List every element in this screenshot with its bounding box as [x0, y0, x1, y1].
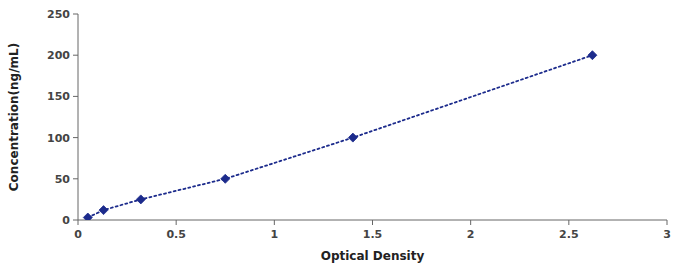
- x-axis-title: Optical Density: [321, 249, 425, 263]
- y-tick: [73, 178, 78, 179]
- x-tick: [667, 220, 668, 225]
- chart-svg: 0 0.5 1 1.5 2 2.5 3 0 50 100 150 200 250 Optical Dens…: [0, 0, 689, 272]
- y-tick: [73, 96, 78, 97]
- y-axis-title: Concentration(ng/mL): [7, 43, 21, 191]
- axes: 0 0.5 1 1.5 2 2.5 3 0 50 100 150 200 250: [47, 8, 671, 241]
- point: [348, 133, 357, 142]
- x-tick: [470, 220, 471, 225]
- x-tick: [568, 220, 569, 225]
- plot-data: [83, 51, 597, 220]
- y-tick: [73, 137, 78, 138]
- chart-container: 0 0.5 1 1.5 2 2.5 3 0 50 100 150 200 250 Optical Dens…: [0, 0, 689, 272]
- x-tick-label: 2.5: [559, 228, 579, 241]
- y-tick-label: 50: [55, 173, 71, 186]
- point: [588, 51, 597, 60]
- y-tick: [73, 14, 78, 15]
- y-axis-line: [78, 14, 79, 220]
- point: [136, 195, 145, 204]
- x-tick: [372, 220, 373, 225]
- point: [99, 206, 108, 215]
- x-tick-label: 1.5: [363, 228, 383, 241]
- x-tick-label: 3: [663, 228, 671, 241]
- y-tick-label: 250: [47, 8, 70, 21]
- y-tick-label: 0: [62, 214, 70, 227]
- y-tick-label: 150: [47, 90, 70, 103]
- x-tick: [78, 220, 79, 225]
- x-tick: [176, 220, 177, 225]
- x-tick: [274, 220, 275, 225]
- point: [221, 174, 230, 183]
- y-tick-label: 200: [47, 49, 70, 62]
- point: [83, 213, 92, 220]
- y-tick-label: 100: [47, 132, 70, 145]
- y-tick: [73, 55, 78, 56]
- x-tick-label: 1: [271, 228, 279, 241]
- line: [88, 55, 593, 217]
- page: {"chart_data": {"type": "line", "x": [0.…: [0, 0, 689, 272]
- x-tick-label: 2: [467, 228, 475, 241]
- x-tick-label: 0.5: [166, 228, 186, 241]
- y-tick: [73, 220, 78, 221]
- x-tick-label: 0: [74, 228, 82, 241]
